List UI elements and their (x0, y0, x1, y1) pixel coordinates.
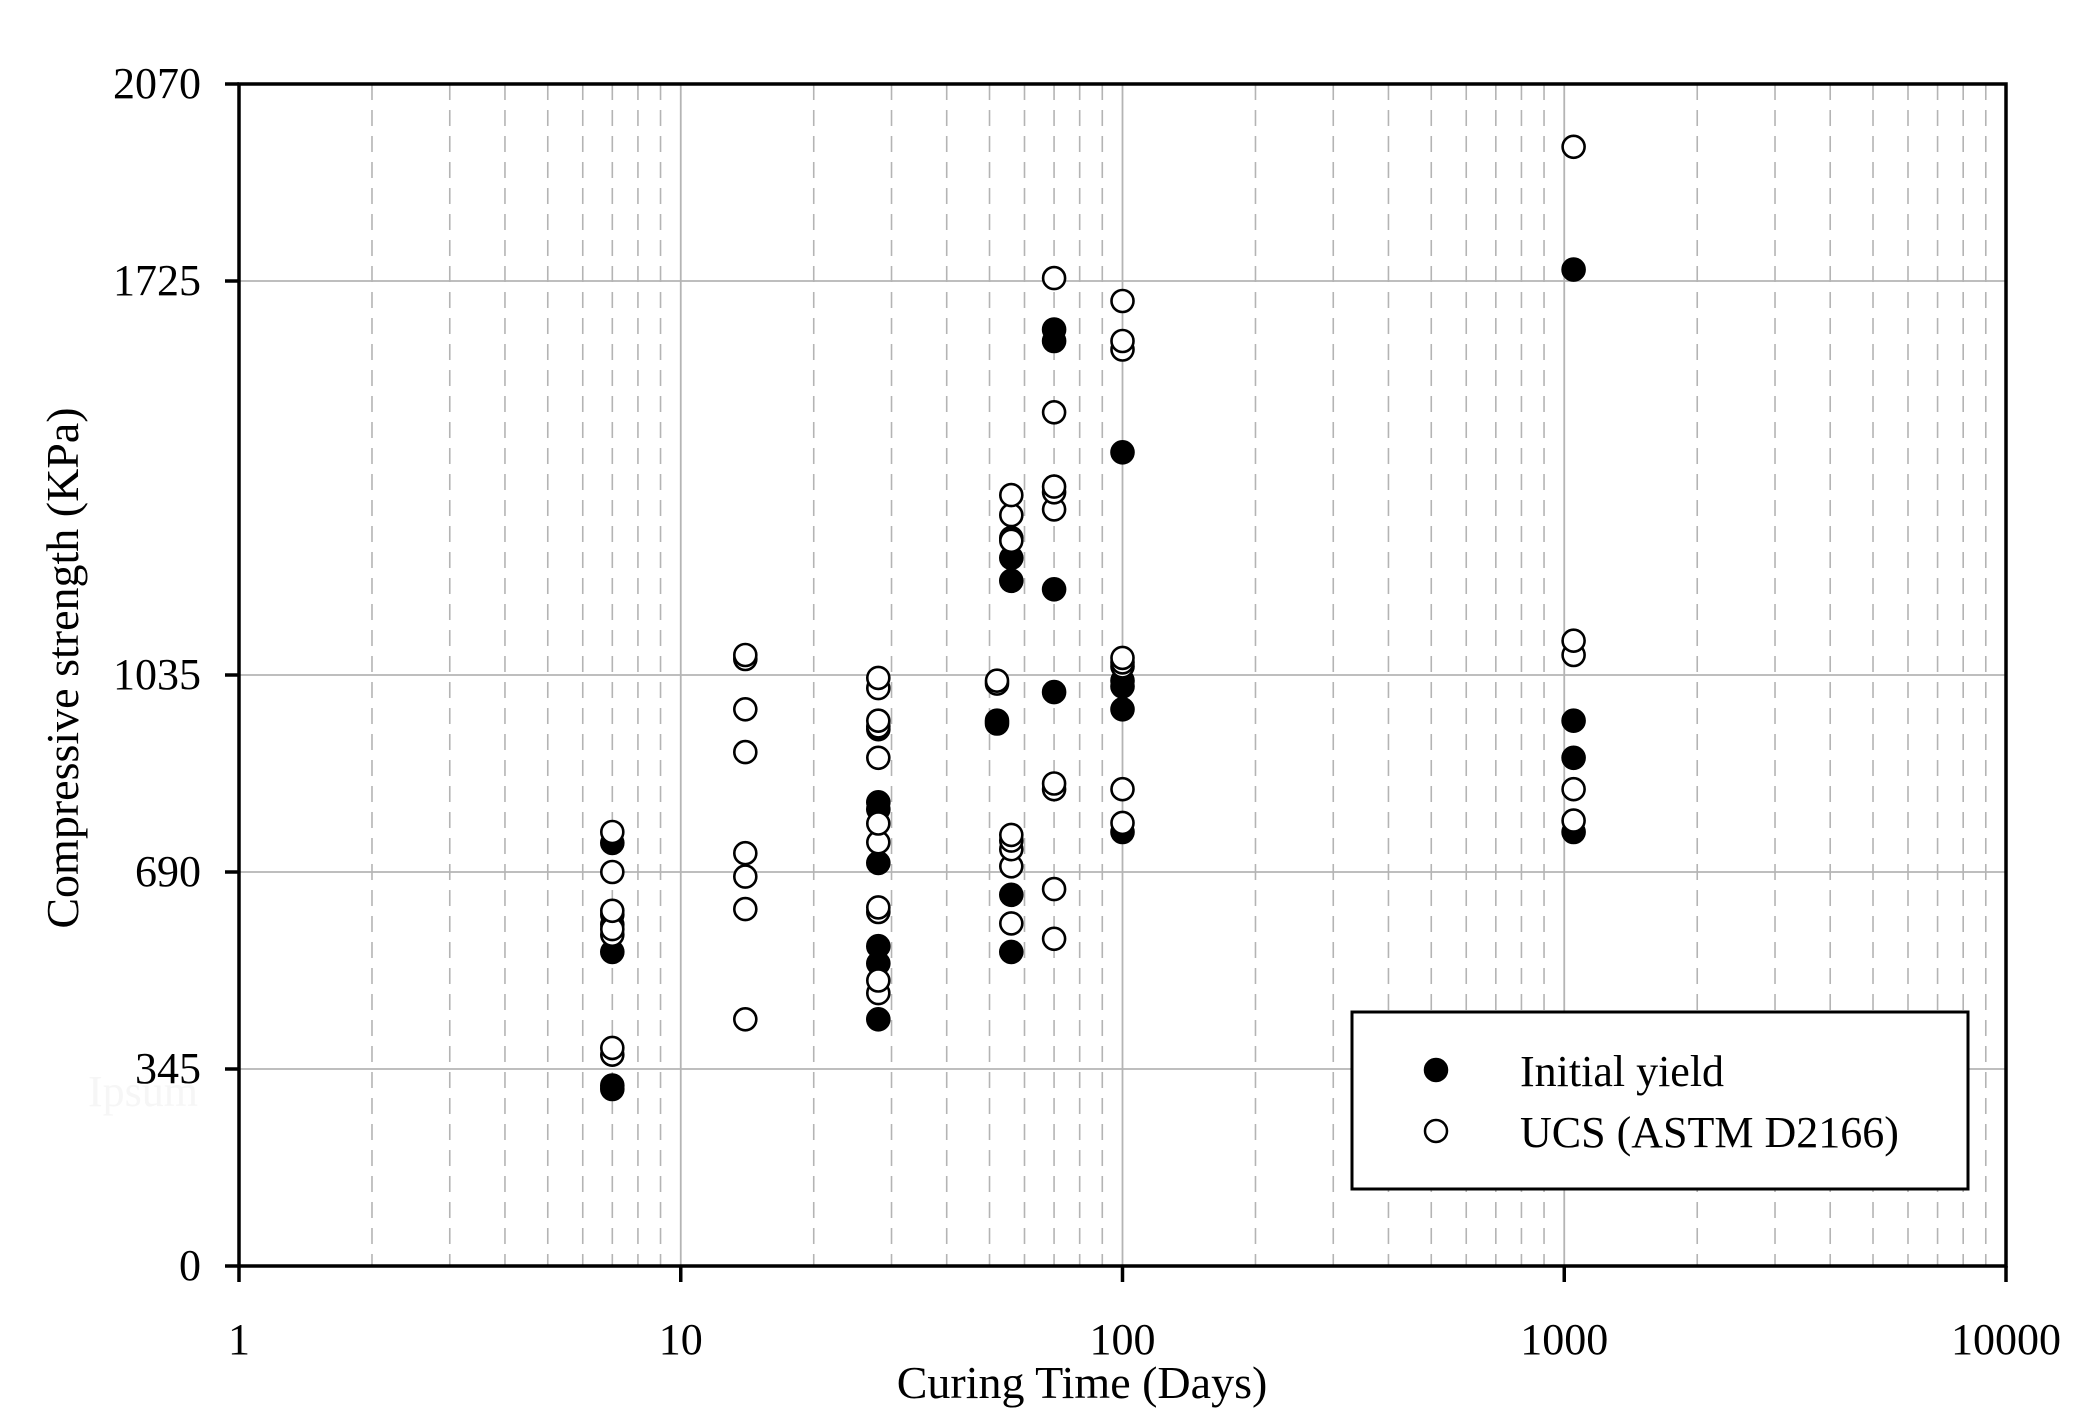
ucs-point (599, 898, 625, 924)
y-tick-label: 0 (179, 1241, 201, 1290)
initial-yield-point (1041, 576, 1067, 602)
ucs-point (732, 840, 758, 866)
initial-yield-point (1110, 439, 1135, 465)
ucs-point (732, 696, 758, 722)
x-tick-label: 10 (659, 1315, 703, 1364)
ucs-point (732, 896, 758, 922)
x-tick-label: 100 (1090, 1315, 1156, 1364)
ucs-point (865, 811, 891, 836)
ucs-point (732, 1006, 758, 1032)
initial-yield-point (865, 850, 891, 876)
y-axis-title: Compressive strength (KPa) (37, 407, 88, 928)
ucs-point (1041, 399, 1067, 425)
ucs-point (1041, 876, 1067, 902)
initial-yield-point (1561, 257, 1586, 282)
y-tick-label: 1725 (113, 256, 201, 305)
ucs-point (732, 642, 758, 668)
ucs-point (998, 911, 1024, 936)
ucs-point (1110, 288, 1135, 314)
ucs-point (998, 482, 1024, 508)
data-points (599, 134, 1586, 1102)
ucs-point (998, 528, 1024, 554)
y-axis-ticks: 0 345 690 1035 1725 2070 (113, 59, 239, 1290)
ucs-point (865, 895, 891, 920)
y-tick-label: 2070 (113, 59, 201, 108)
initial-yield-point (998, 568, 1024, 594)
ucs-point (1110, 776, 1135, 802)
ucs-point (865, 665, 891, 691)
ucs-point (984, 668, 1010, 694)
initial-yield-point (1110, 696, 1135, 722)
y-tick-label: 345 (135, 1044, 201, 1093)
legend-marker-initial-yield (1423, 1057, 1449, 1083)
ucs-point (1041, 474, 1067, 499)
initial-yield-point (1561, 745, 1586, 771)
legend-label-initial-yield: Initial yield (1520, 1047, 1724, 1096)
ucs-point (1561, 776, 1586, 802)
x-tick-label: 1000 (1520, 1315, 1608, 1364)
initial-yield-point (998, 939, 1024, 965)
legend: Initial yield UCS (ASTM D2166) (1350, 1010, 1970, 1191)
ucs-point (1041, 771, 1067, 796)
watermark-text: Ipsum (88, 1067, 198, 1116)
ucs-point (998, 822, 1024, 848)
initial-yield-point (1041, 679, 1067, 705)
initial-yield-point (984, 708, 1010, 734)
ucs-point (599, 819, 625, 845)
initial-yield-point (1561, 708, 1586, 734)
ucs-point (1041, 926, 1067, 952)
ucs-point (1041, 265, 1067, 291)
x-tick-label: 1 (228, 1315, 250, 1364)
legend-box (1350, 1010, 1970, 1191)
ucs-point (1110, 328, 1135, 354)
x-axis-title: Curing Time (Days) (897, 1357, 1268, 1408)
ucs-point (865, 708, 891, 734)
ucs-point (1561, 808, 1586, 833)
legend-label-ucs: UCS (ASTM D2166) (1520, 1108, 1899, 1157)
initial-yield-point (1041, 317, 1067, 342)
ucs-point (1110, 810, 1135, 836)
initial-yield-point (998, 882, 1024, 908)
y-tick-label: 690 (135, 847, 201, 896)
initial-yield-point (865, 933, 891, 959)
ucs-point (599, 1035, 625, 1061)
x-tick-label: 10000 (1951, 1315, 2061, 1364)
ucs-point (732, 864, 758, 889)
y-tick-label: 1035 (113, 650, 201, 699)
ucs-point (1561, 628, 1586, 654)
ucs-point (865, 968, 891, 993)
ucs-point (1110, 645, 1135, 671)
ucs-point (865, 745, 891, 771)
initial-yield-point (865, 789, 891, 815)
ucs-point (599, 859, 625, 885)
ucs-point (1561, 134, 1586, 160)
initial-yield-point (865, 1006, 891, 1032)
legend-marker-ucs (1423, 1118, 1449, 1144)
initial-yield-point (599, 1073, 625, 1098)
x-axis-ticks: 1 10 100 1000 10000 (228, 1266, 2061, 1364)
ucs-point (732, 739, 758, 765)
